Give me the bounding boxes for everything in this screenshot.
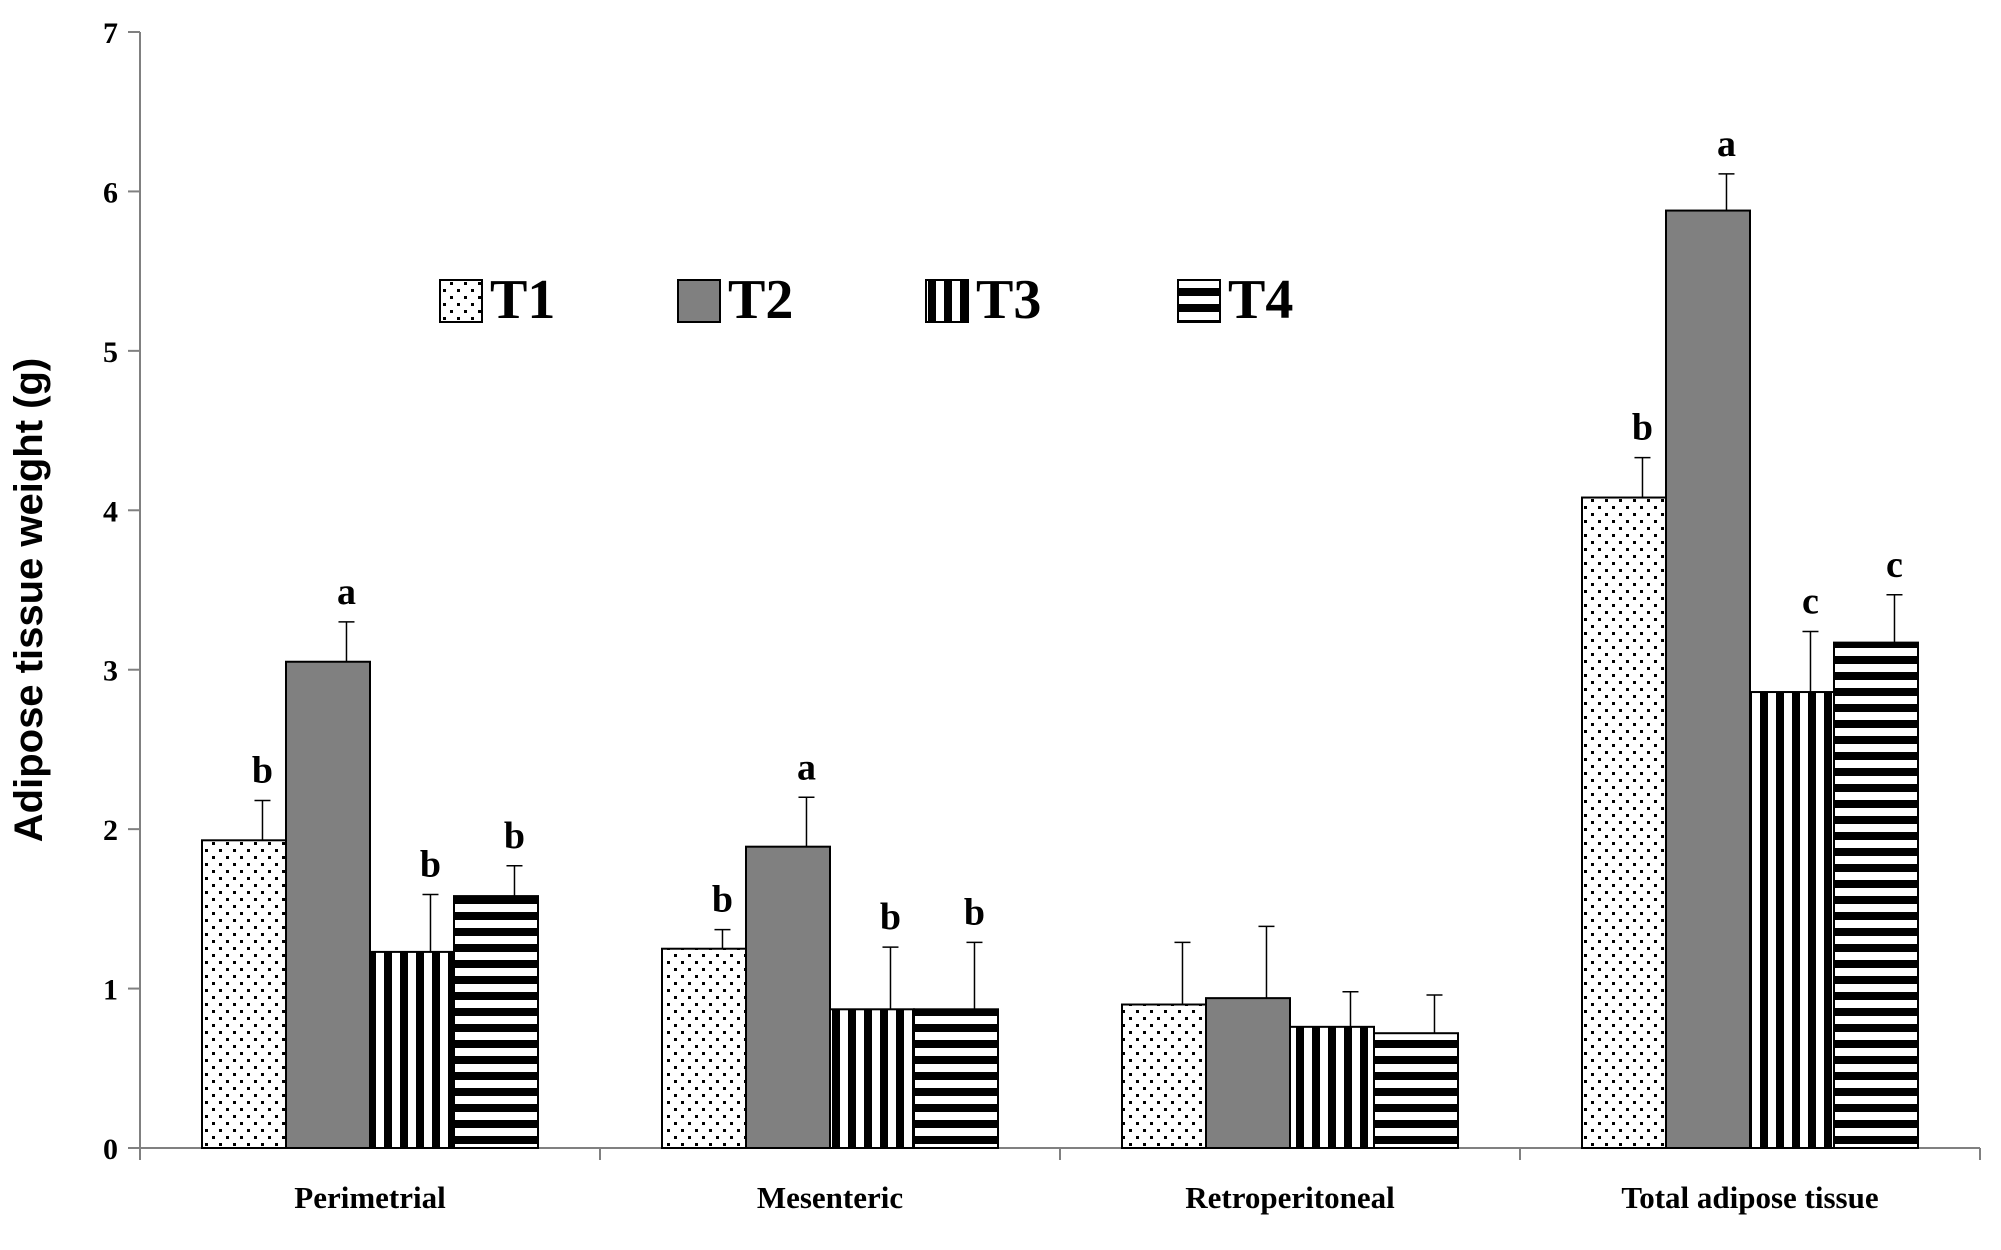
y-tick-label: 3 [103, 655, 118, 688]
bar-t3 [369, 950, 455, 1149]
legend-label-t4: T4 [1228, 269, 1293, 331]
bar-t1 [201, 839, 287, 1149]
bar-t2 [285, 660, 371, 1149]
legend-swatch-t2 [677, 279, 721, 323]
y-tick-label: 5 [103, 336, 118, 369]
bar-t4 [1833, 641, 1919, 1150]
legend-swatch-t3 [925, 279, 969, 323]
significance-letter: b [420, 844, 441, 886]
bar-t3 [1289, 1025, 1375, 1149]
bar-t2 [745, 845, 831, 1149]
significance-letter: c [1886, 544, 1903, 586]
x-tick-label: Mesenteric [757, 1180, 903, 1215]
significance-letter: b [880, 896, 901, 938]
x-tick-label: Perimetrial [294, 1180, 446, 1215]
legend: T1 T2 T3 T4 [439, 269, 1293, 331]
significance-letter: c [1802, 580, 1819, 622]
bar-t1 [1581, 496, 1667, 1149]
y-axis-label: Adipose tissue weight (g) [7, 358, 51, 842]
significance-letter: a [797, 746, 816, 788]
legend-label-t2: T2 [728, 269, 793, 331]
significance-letter: b [964, 891, 985, 933]
y-tick-label: 4 [103, 495, 118, 528]
bar-t2 [1665, 209, 1751, 1149]
legend-swatch-t4 [1177, 279, 1221, 323]
bar-t2 [1205, 997, 1291, 1149]
significance-letter: b [1632, 407, 1653, 449]
y-tick-label: 1 [103, 974, 118, 1007]
y-tick-label: 7 [103, 17, 118, 50]
bars-layer: b a b b b a b b b a c c [201, 123, 1919, 1150]
bar-t3 [1749, 691, 1835, 1150]
bar-t3 [829, 1008, 915, 1149]
significance-letter: b [712, 879, 733, 921]
significance-letter: b [252, 749, 273, 791]
bar-t4 [453, 895, 539, 1149]
significance-letter: b [504, 815, 525, 857]
bar-t1 [661, 947, 747, 1150]
bar-t4 [1373, 1032, 1459, 1149]
x-tick-label: Retroperitoneal [1185, 1180, 1395, 1215]
bar-t4 [913, 1008, 999, 1149]
y-tick-label: 2 [103, 814, 118, 847]
legend-swatch-t1 [439, 279, 483, 323]
legend-label-t3: T3 [976, 269, 1041, 331]
axes: 0 1 2 3 4 5 6 7 Perimetrial Mesenteric Retroperito… [103, 17, 1981, 1215]
y-tick-label: 6 [103, 176, 118, 209]
significance-letter: a [1717, 123, 1736, 165]
legend-label-t1: T1 [490, 269, 555, 331]
significance-letter: a [337, 571, 356, 613]
bar-t1 [1121, 1003, 1207, 1149]
y-tick-label: 0 [103, 1133, 118, 1166]
x-tick-label: Total adipose tissue [1621, 1180, 1878, 1215]
